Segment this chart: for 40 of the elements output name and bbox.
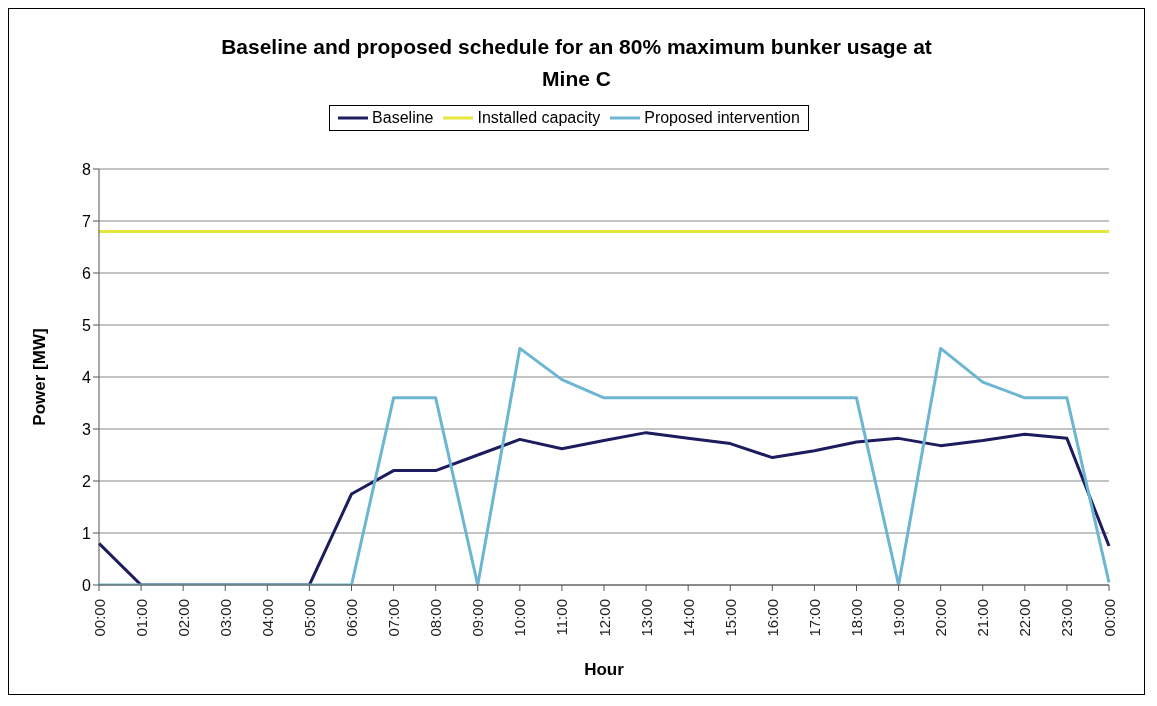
y-tick-label: 1 <box>82 524 92 542</box>
x-tick-label: 19:00 <box>890 599 908 637</box>
y-tick-label: 5 <box>82 316 92 334</box>
x-tick-label: 17:00 <box>805 599 823 637</box>
y-tick-label: 0 <box>82 576 92 594</box>
legend-label: Installed capacity <box>476 109 601 127</box>
y-axis-title: Power [MW] <box>30 328 50 426</box>
x-tick-label: 06:00 <box>343 599 360 637</box>
x-tick-label: 12:00 <box>595 599 613 637</box>
x-tick-label: 02:00 <box>174 599 192 637</box>
x-tick-label: 21:00 <box>974 599 992 637</box>
x-tick-label: 16:00 <box>763 599 781 637</box>
chart-title: Baseline and proposed schedule for an 80% maximum bunker usage at Mine C <box>220 34 933 92</box>
x-tick-label: 03:00 <box>216 599 234 637</box>
x-tick-label: 13:00 <box>637 599 655 637</box>
x-tick-label: 09:00 <box>469 599 487 637</box>
x-tick-label: 08:00 <box>427 599 445 637</box>
legend-label: Baseline <box>371 109 434 127</box>
y-tick-label: 3 <box>82 420 92 438</box>
x-tick-label: 05:00 <box>300 599 318 637</box>
x-axis-title: Hour <box>584 660 625 679</box>
y-tick-label: 6 <box>82 264 92 282</box>
x-tick-label: 15:00 <box>721 599 739 637</box>
x-tick-label: 14:00 <box>679 599 697 637</box>
x-tick-label: 07:00 <box>385 599 403 637</box>
x-tick-label: 11:00 <box>553 599 571 636</box>
x-tick-label: 00:00 <box>1100 599 1118 637</box>
legend-label: Proposed intervention <box>643 109 800 127</box>
x-tick-label: 18:00 <box>848 599 865 637</box>
x-tick-label: 00:00 <box>90 599 108 637</box>
x-tick-label: 10:00 <box>511 599 529 637</box>
y-tick-label: 7 <box>82 212 92 230</box>
x-tick-label: 04:00 <box>258 599 276 637</box>
y-tick-label: 4 <box>82 368 92 386</box>
x-tick-label: 23:00 <box>1058 599 1076 637</box>
x-tick-label: 20:00 <box>932 599 950 637</box>
x-tick-label: 22:00 <box>1016 599 1034 637</box>
y-tick-label: 2 <box>82 472 92 490</box>
y-tick-label: 8 <box>82 160 92 178</box>
x-tick-label: 01:00 <box>132 599 150 637</box>
